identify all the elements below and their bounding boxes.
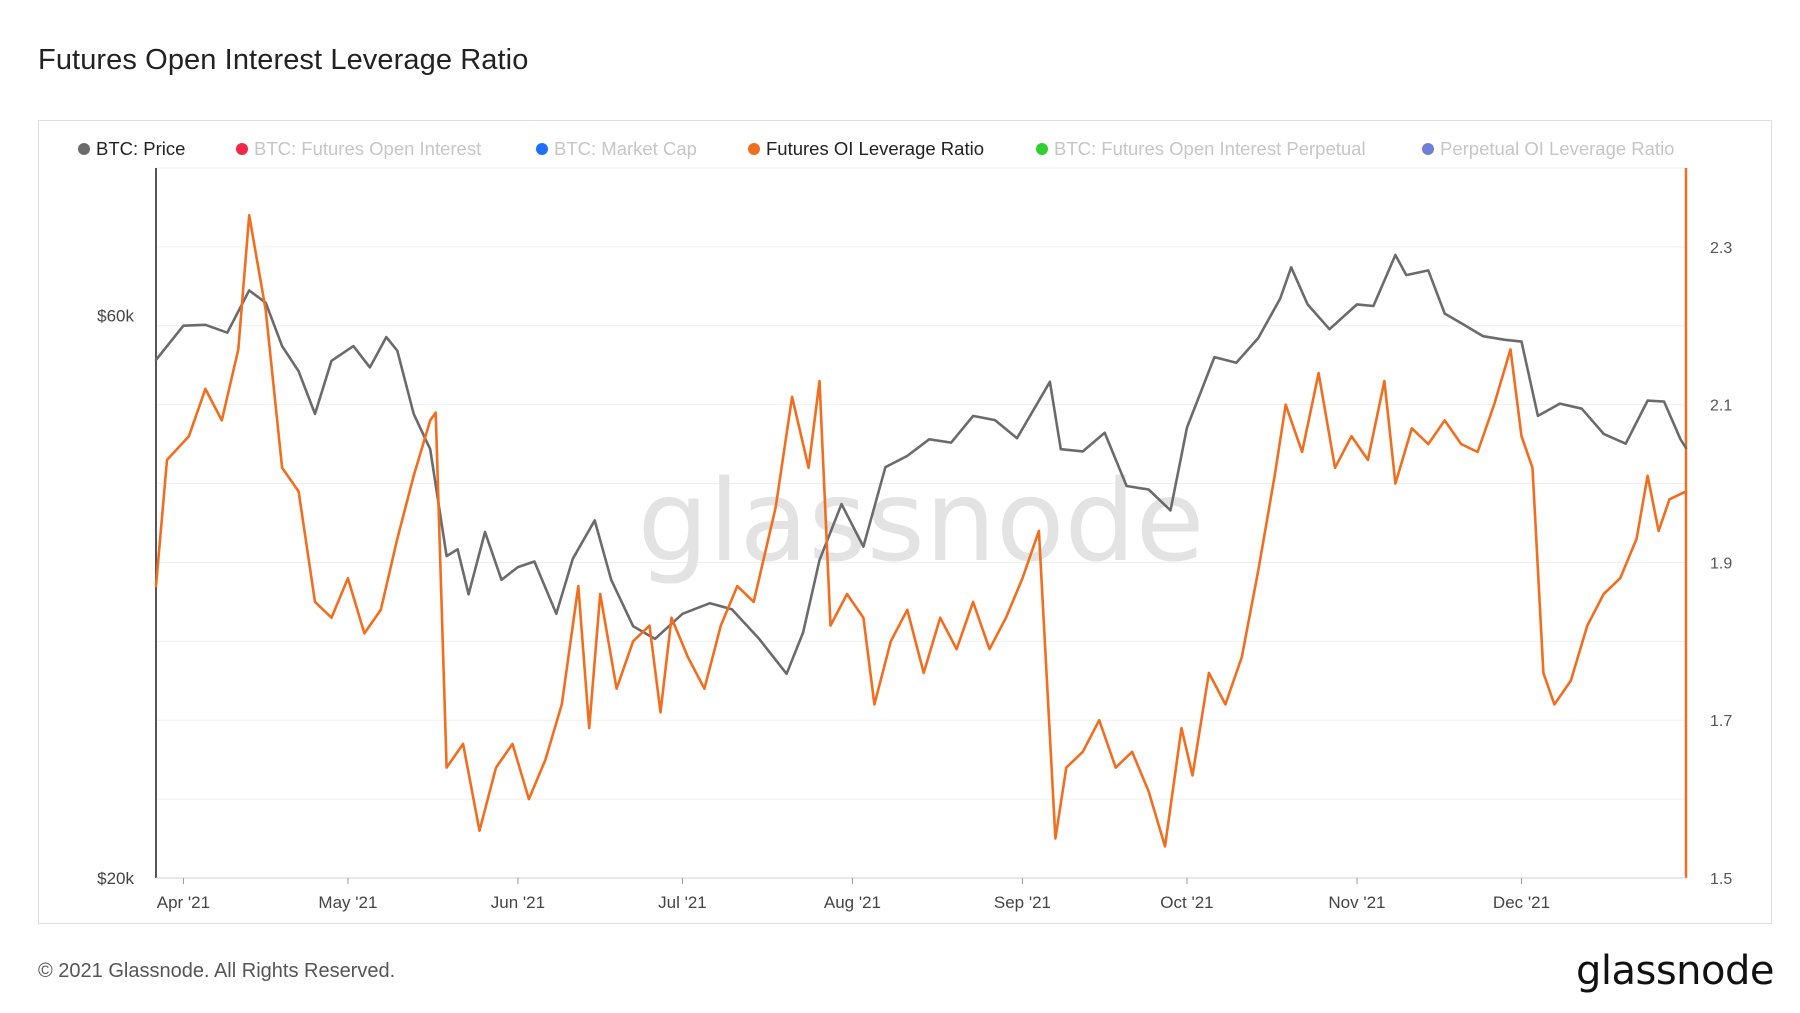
copyright-text: © 2021 Glassnode. All Rights Reserved.	[38, 960, 396, 982]
x-tick-label: May '21	[318, 893, 377, 912]
legend-item-market-cap[interactable]: BTC: Market Cap	[536, 138, 697, 160]
legend-label: BTC: Market Cap	[554, 138, 697, 159]
legend-item-btc-price[interactable]: BTC: Price	[78, 138, 185, 160]
legend-item-futures-open-interest-perpetual[interactable]: BTC: Futures Open Interest Perpetual	[1036, 138, 1366, 160]
watermark-text: glassnode	[637, 457, 1204, 587]
chart-legend: BTC: Price BTC: Futures Open Interest BT…	[78, 138, 1698, 162]
legend-item-futures-open-interest[interactable]: BTC: Futures Open Interest	[236, 138, 481, 160]
y-right-tick-label: 2.1	[1710, 398, 1732, 415]
futures-oi-leverage-ratio-line	[154, 214, 1688, 848]
y-right-tick-label: 1.5	[1710, 871, 1732, 888]
x-tick-label: Aug '21	[824, 893, 881, 912]
x-tick-label: Dec '21	[1493, 893, 1550, 912]
legend-marker	[1036, 143, 1048, 155]
x-tick-label: Oct '21	[1160, 893, 1213, 912]
legend-label: BTC: Price	[96, 138, 186, 159]
legend-label: Perpetual OI Leverage Ratio	[1440, 138, 1675, 159]
x-tick-label: Jun '21	[491, 893, 545, 912]
glassnode-logo: glassnode	[1575, 948, 1775, 994]
y-right-tick-label: 1.9	[1710, 555, 1732, 572]
legend-label: BTC: Futures Open Interest	[254, 138, 482, 159]
y-left-tick-label: $60k	[97, 306, 134, 325]
x-tick-label: Nov '21	[1328, 893, 1385, 912]
legend-marker	[536, 143, 548, 155]
legend-marker	[748, 143, 760, 155]
page-title: Futures Open Interest Leverage Ratio	[38, 44, 529, 76]
legend-label: Futures OI Leverage Ratio	[766, 138, 984, 159]
legend-item-futures-oi-leverage-ratio[interactable]: Futures OI Leverage Ratio	[748, 138, 984, 160]
legend-marker	[78, 143, 90, 155]
legend-marker	[236, 143, 248, 155]
x-tick-label: Jul '21	[658, 893, 707, 912]
y-left-tick-label: $20k	[97, 869, 134, 888]
x-tick-label: Sep '21	[994, 893, 1051, 912]
legend-item-perpetual-oi-leverage-ratio[interactable]: Perpetual OI Leverage Ratio	[1422, 138, 1674, 160]
chart-panel	[38, 120, 1772, 924]
legend-label: BTC: Futures Open Interest Perpetual	[1054, 138, 1366, 159]
y-right-tick-label: 1.7	[1710, 713, 1732, 730]
legend-marker	[1422, 143, 1434, 155]
btc-price-line	[154, 253, 1688, 676]
y-right-tick-label: 2.3	[1710, 240, 1732, 257]
x-tick-label: Apr '21	[157, 893, 210, 912]
